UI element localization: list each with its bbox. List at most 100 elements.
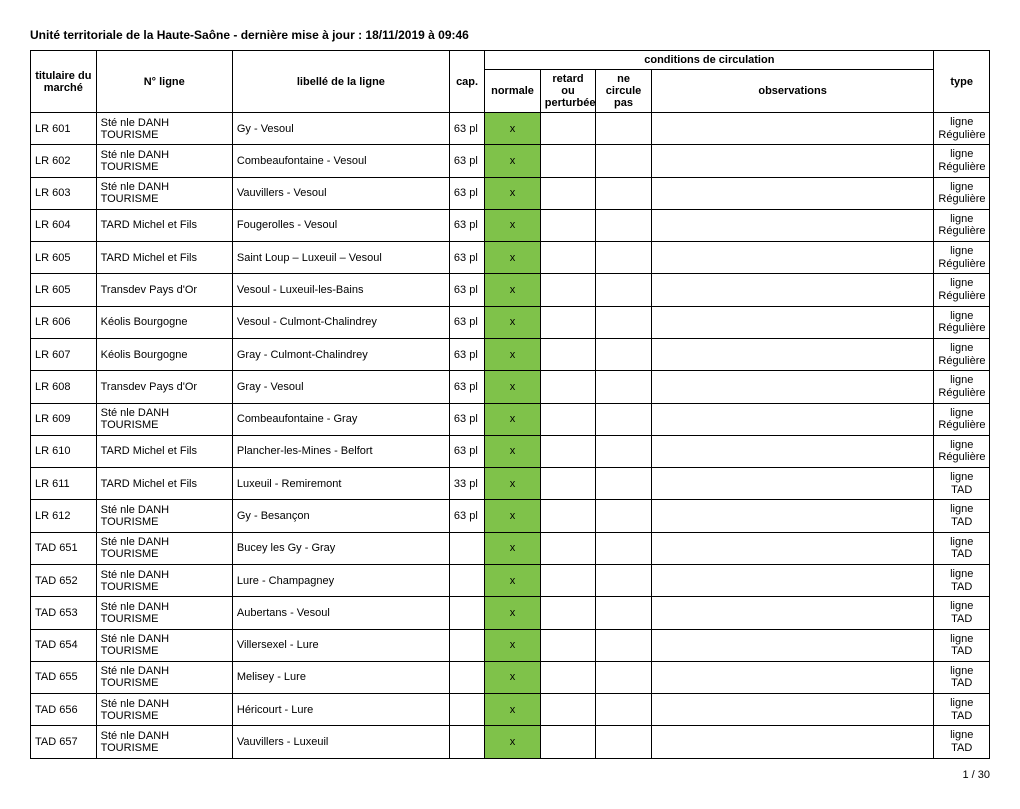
cell-libelle: Fougerolles - Vesoul [232, 209, 449, 241]
cell-retard [540, 661, 596, 693]
cell-retard [540, 371, 596, 403]
cell-observations [651, 177, 934, 209]
cell-necircule [596, 726, 652, 758]
cell-titulaire: LR 603 [31, 177, 97, 209]
table-row: LR 601Sté nle DANH TOURISMEGy - Vesoul63… [31, 113, 990, 145]
cell-normale: x [485, 371, 541, 403]
cell-titulaire: LR 604 [31, 209, 97, 241]
cell-retard [540, 629, 596, 661]
cell-nligne: Sté nle DANH TOURISME [96, 177, 232, 209]
col-conditions: conditions de circulation [485, 51, 934, 70]
cell-nligne: Sté nle DANH TOURISME [96, 629, 232, 661]
cell-titulaire: LR 602 [31, 145, 97, 177]
cell-nligne: Sté nle DANH TOURISME [96, 113, 232, 145]
cell-libelle: Gy - Vesoul [232, 113, 449, 145]
cell-normale: x [485, 500, 541, 532]
cell-normale: x [485, 564, 541, 596]
cell-type: ligneRégulière [934, 113, 990, 145]
cell-necircule [596, 629, 652, 661]
cell-cap [449, 564, 484, 596]
cell-nligne: Kéolis Bourgogne [96, 306, 232, 338]
cell-necircule [596, 532, 652, 564]
cell-type: ligneTAD [934, 629, 990, 661]
cell-cap [449, 661, 484, 693]
cell-observations [651, 209, 934, 241]
cell-retard [540, 597, 596, 629]
cell-libelle: Vauvillers - Luxeuil [232, 726, 449, 758]
cell-type: ligneRégulière [934, 403, 990, 435]
cell-necircule [596, 694, 652, 726]
cell-observations [651, 694, 934, 726]
cell-necircule [596, 274, 652, 306]
cell-libelle: Vesoul - Culmont-Chalindrey [232, 306, 449, 338]
cell-type: ligneRégulière [934, 371, 990, 403]
cell-titulaire: LR 612 [31, 500, 97, 532]
cell-libelle: Gy - Besançon [232, 500, 449, 532]
cell-type: ligneTAD [934, 564, 990, 596]
cell-retard [540, 564, 596, 596]
cell-nligne: Sté nle DANH TOURISME [96, 694, 232, 726]
cell-normale: x [485, 597, 541, 629]
col-libelle: libellé de la ligne [232, 51, 449, 113]
cell-nligne: Sté nle DANH TOURISME [96, 661, 232, 693]
table-body: LR 601Sté nle DANH TOURISMEGy - Vesoul63… [31, 113, 990, 759]
cell-libelle: Vesoul - Luxeuil-les-Bains [232, 274, 449, 306]
cell-observations [651, 274, 934, 306]
table-row: LR 611TARD Michel et FilsLuxeuil - Remir… [31, 468, 990, 500]
cell-libelle: Vauvillers - Vesoul [232, 177, 449, 209]
cell-observations [651, 306, 934, 338]
page-title: Unité territoriale de la Haute-Saône - d… [30, 28, 990, 42]
cell-libelle: Combeaufontaine - Vesoul [232, 145, 449, 177]
circulation-table: titulaire du marché N° ligne libellé de … [30, 50, 990, 759]
cell-type: ligneRégulière [934, 274, 990, 306]
table-row: LR 608Transdev Pays d'OrGray - Vesoul63 … [31, 371, 990, 403]
cell-titulaire: LR 601 [31, 113, 97, 145]
cell-type: ligneTAD [934, 532, 990, 564]
cell-type: ligneTAD [934, 694, 990, 726]
cell-cap [449, 726, 484, 758]
cell-normale: x [485, 306, 541, 338]
cell-observations [651, 242, 934, 274]
cell-titulaire: LR 609 [31, 403, 97, 435]
cell-retard [540, 726, 596, 758]
cell-necircule [596, 177, 652, 209]
cell-nligne: Sté nle DANH TOURISME [96, 145, 232, 177]
table-row: LR 606Kéolis BourgogneVesoul - Culmont-C… [31, 306, 990, 338]
table-row: TAD 651Sté nle DANH TOURISMEBucey les Gy… [31, 532, 990, 564]
table-row: LR 612Sté nle DANH TOURISMEGy - Besançon… [31, 500, 990, 532]
table-row: LR 603Sté nle DANH TOURISMEVauvillers - … [31, 177, 990, 209]
cell-titulaire: LR 605 [31, 274, 97, 306]
cell-type: ligneRégulière [934, 145, 990, 177]
table-row: LR 609Sté nle DANH TOURISMECombeaufontai… [31, 403, 990, 435]
cell-libelle: Lure - Champagney [232, 564, 449, 596]
cell-type: ligneRégulière [934, 177, 990, 209]
col-nligne: N° ligne [96, 51, 232, 113]
cell-nligne: Sté nle DANH TOURISME [96, 726, 232, 758]
table-row: TAD 655Sté nle DANH TOURISMEMelisey - Lu… [31, 661, 990, 693]
cell-libelle: Melisey - Lure [232, 661, 449, 693]
cell-cap: 63 pl [449, 371, 484, 403]
cell-necircule [596, 661, 652, 693]
cell-titulaire: LR 606 [31, 306, 97, 338]
cell-retard [540, 403, 596, 435]
cell-normale: x [485, 145, 541, 177]
table-row: LR 610TARD Michel et FilsPlancher-les-Mi… [31, 435, 990, 467]
cell-libelle: Gray - Vesoul [232, 371, 449, 403]
cell-necircule [596, 209, 652, 241]
cell-nligne: Transdev Pays d'Or [96, 371, 232, 403]
cell-cap [449, 629, 484, 661]
cell-libelle: Gray - Culmont-Chalindrey [232, 338, 449, 370]
cell-type: ligneTAD [934, 500, 990, 532]
col-normale: normale [485, 70, 541, 113]
cell-retard [540, 177, 596, 209]
cell-cap: 63 pl [449, 500, 484, 532]
cell-type: ligneRégulière [934, 435, 990, 467]
cell-nligne: Sté nle DANH TOURISME [96, 532, 232, 564]
cell-normale: x [485, 694, 541, 726]
cell-nligne: Kéolis Bourgogne [96, 338, 232, 370]
cell-normale: x [485, 629, 541, 661]
cell-titulaire: TAD 652 [31, 564, 97, 596]
cell-normale: x [485, 468, 541, 500]
table-row: LR 605Transdev Pays d'OrVesoul - Luxeuil… [31, 274, 990, 306]
table-header: titulaire du marché N° ligne libellé de … [31, 51, 990, 113]
